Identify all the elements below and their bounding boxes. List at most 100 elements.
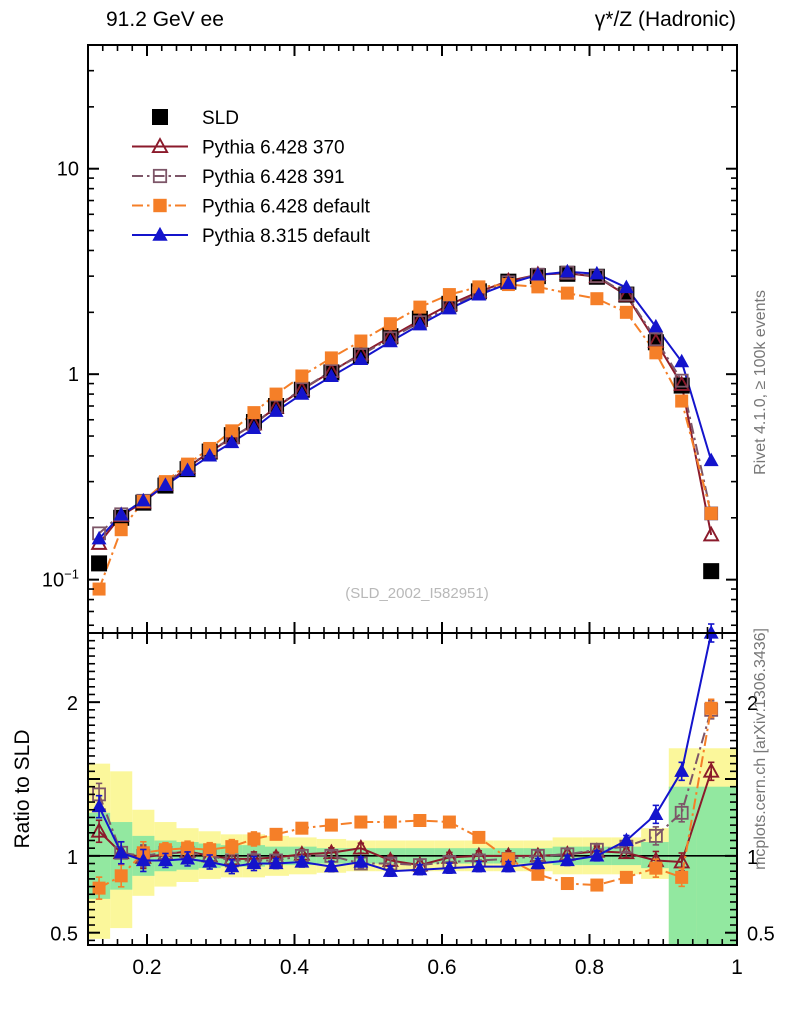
ratio-marker: [202, 854, 218, 868]
ratio-marker: [352, 838, 370, 855]
data-marker: [703, 452, 719, 467]
ratio-y-ticks: 2 2 1 1 0.5 0.5: [50, 632, 775, 946]
ratio-marker: [180, 850, 196, 865]
data-marker: [247, 406, 261, 420]
band-green-bin: [696, 786, 737, 945]
ratio-y-tick-label-right: 1: [747, 847, 758, 869]
analysis-id-watermark: (SLD_2002_I582951): [345, 585, 488, 602]
ratio-marker: [135, 852, 151, 867]
ratio-marker: [619, 870, 633, 884]
data-marker: [619, 305, 633, 319]
ratio-marker: [589, 847, 605, 862]
ratio-marker: [225, 840, 239, 854]
data-marker: [294, 386, 310, 400]
ratio-marker: [113, 844, 129, 859]
ratio-marker: [500, 858, 516, 873]
series-line: [98, 270, 713, 540]
ratio-marker: [531, 867, 545, 881]
series-line: [98, 272, 713, 545]
legend: SLD Pythia 6.428 370 Pythia 6.428 391 Pythi…: [132, 108, 371, 247]
legend-label: Pythia 8.315 default: [202, 226, 371, 247]
ratio-marker: [383, 815, 397, 829]
x-tick-label: 0.4: [280, 956, 310, 979]
ratio-marker: [648, 828, 663, 843]
ratio-marker: [704, 701, 718, 715]
data-marker: [590, 292, 604, 306]
legend-label: Pythia 6.428 391: [202, 167, 345, 188]
legend-item[interactable]: Pythia 6.428 370: [132, 137, 345, 159]
data-marker: [353, 351, 369, 366]
data-marker: [500, 275, 516, 290]
data-marker: [648, 332, 663, 347]
data-marker: [471, 287, 487, 301]
ratio-axis-title: Ratio to SLD: [11, 729, 34, 848]
data-marker: [268, 403, 284, 417]
data-marker: [246, 420, 262, 434]
ratio-marker: [471, 858, 487, 873]
data-marker: [413, 300, 427, 314]
ratio-marker: [295, 821, 309, 835]
ratio-marker: [203, 843, 217, 857]
analysis-id-text: (SLD_2002_I582951): [345, 585, 488, 602]
ratio-marker: [590, 878, 604, 892]
data-marker: [202, 448, 218, 462]
legend-marker: [152, 168, 168, 184]
legend-label: Pythia 6.428 370: [202, 138, 345, 159]
legend-item[interactable]: Pythia 6.428 default: [132, 197, 371, 218]
data-marker: [180, 462, 196, 477]
axes: [87, 44, 738, 946]
data-marker: [92, 582, 106, 596]
data-marker: [441, 300, 457, 315]
legend-label: Pythia 6.428 default: [202, 197, 371, 218]
main-markers-pythia-8-315-default: [91, 263, 719, 545]
ratio-marker: [268, 855, 284, 870]
legend-item[interactable]: Pythia 8.315 default: [132, 226, 371, 247]
legend-marker: [151, 137, 169, 154]
ratio-y-tick-label-right: 2: [747, 693, 758, 715]
ratio-marker: [530, 855, 546, 870]
ratio-marker: [157, 852, 173, 867]
data-marker: [323, 368, 339, 383]
legend-marker: [153, 198, 167, 213]
data-marker: [530, 267, 546, 281]
ratio-marker: [560, 877, 574, 891]
main-y-tick-label: 1: [68, 364, 79, 386]
x-tick-labels: 0.2 0.4 0.6 0.8 1: [132, 956, 742, 979]
data-marker: [382, 333, 398, 348]
data-marker: [269, 387, 283, 401]
data-marker: [675, 394, 689, 408]
ratio-marker: [674, 763, 690, 777]
legend-item[interactable]: Pythia 6.428 391: [132, 167, 345, 188]
data-marker: [354, 334, 368, 348]
side-annotations: Rivet 4.1.0, ≥ 100k events mcplots.cern.c…: [752, 290, 769, 870]
x-ticks: [87, 45, 738, 945]
main-y-tick-label: 10−1: [42, 567, 79, 592]
main-series-pythia-8-315-default: [98, 270, 713, 540]
ratio-marker: [90, 822, 108, 838]
ratio-marker: [294, 854, 310, 868]
main-series-pythia-6-428-391: [98, 271, 713, 535]
ratio-marker: [674, 805, 689, 820]
data-marker: [589, 265, 605, 280]
data-marker: [383, 317, 397, 331]
ratio-marker: [353, 854, 369, 868]
ratio-y-axis-label: Ratio to SLD: [11, 729, 34, 848]
ratio-series-pythia-8-315-default: [91, 623, 719, 878]
ratio-y-tick-label-right: 0.5: [747, 924, 775, 946]
rivet-version-label: Rivet 4.1.0, ≥ 100k events: [752, 290, 769, 475]
data-marker: [560, 286, 574, 300]
legend-item[interactable]: SLD: [152, 108, 239, 129]
ratio-line: [98, 709, 713, 867]
ratio-marker: [354, 815, 368, 829]
data-marker: [618, 279, 634, 294]
ratio-marker: [324, 818, 338, 832]
ratio-panel-frame: [87, 632, 738, 946]
ratio-marker: [247, 832, 261, 846]
ratio-marker: [246, 855, 262, 870]
ratio-marker: [472, 830, 486, 844]
ratio-marker: [269, 827, 283, 841]
data-marker: [649, 346, 663, 360]
data-marker: [674, 373, 689, 388]
ratio-marker: [648, 806, 664, 820]
